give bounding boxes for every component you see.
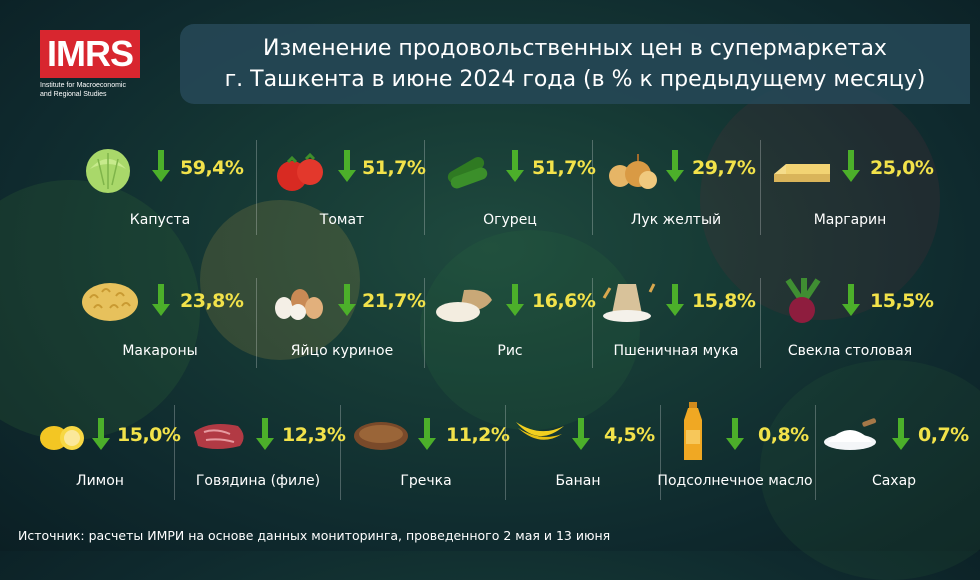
column-divider (424, 278, 425, 368)
product-name: Подсолнечное масло (657, 473, 813, 489)
down-arrow-icon (726, 418, 744, 450)
down-arrow-icon (506, 284, 524, 316)
price-change: 4,5% (604, 424, 655, 446)
title-line-2: г. Ташкента в июне 2024 года (в % к пред… (224, 67, 926, 92)
price-change: 23,8% (180, 290, 244, 312)
product-name: Лимон (76, 473, 124, 489)
product-name: Рис (497, 343, 523, 359)
title-line-1: Изменение продовольственных цен в суперм… (263, 36, 887, 61)
down-arrow-icon (418, 418, 436, 450)
banana-icon (516, 422, 564, 440)
column-divider (424, 140, 425, 235)
down-arrow-icon (338, 284, 356, 316)
column-divider (815, 405, 816, 500)
column-divider (174, 405, 175, 500)
column-divider (505, 405, 506, 500)
imrs-logo: IMRS Institute for Macroeconomic and Reg… (40, 30, 140, 99)
background-decoration (420, 230, 640, 430)
price-change: 15,0% (117, 424, 181, 446)
price-change: 51,7% (532, 157, 596, 179)
logo-subtitle: Institute for Macroeconomic and Regional… (40, 82, 126, 98)
product-name: Говядина (филе) (195, 473, 321, 489)
tomato-icon (277, 152, 323, 191)
rice-icon (436, 289, 492, 322)
price-change: 12,3% (282, 424, 346, 446)
beef-icon (194, 424, 244, 449)
column-divider (760, 278, 761, 368)
background-decoration (760, 360, 980, 580)
cucumber-icon (447, 157, 488, 189)
down-arrow-icon (256, 418, 274, 450)
product-name: Огурец (483, 212, 537, 228)
down-arrow-icon (338, 150, 356, 182)
column-divider (256, 278, 257, 368)
price-change: 11,2% (446, 424, 510, 446)
price-change: 29,7% (692, 157, 756, 179)
down-arrow-icon (506, 150, 524, 182)
price-change: 51,7% (362, 157, 426, 179)
buckwheat-icon (354, 422, 408, 450)
oil-bottle-icon (684, 402, 702, 460)
down-arrow-icon (152, 284, 170, 316)
product-name: Капуста (129, 212, 191, 228)
column-divider (760, 140, 761, 235)
column-divider (660, 405, 661, 500)
down-arrow-icon (666, 150, 684, 182)
price-change: 21,7% (362, 290, 426, 312)
down-arrow-icon (92, 418, 110, 450)
product-name: Макароны (122, 343, 198, 359)
sugar-icon (824, 418, 877, 450)
product-name: Томат (319, 212, 365, 228)
pasta-icon (82, 283, 138, 321)
down-arrow-icon (842, 150, 860, 182)
flour-icon (602, 283, 656, 322)
product-name: Лук желтый (630, 212, 722, 228)
logo-mark: IMRS (40, 30, 140, 78)
product-name: Яйцо куриное (290, 343, 394, 359)
product-name: Свекла столовая (787, 343, 913, 359)
product-name: Сахар (871, 473, 917, 489)
product-name: Гречка (400, 473, 452, 489)
column-divider (256, 140, 257, 235)
beet-icon (785, 278, 821, 323)
price-change: 25,0% (870, 157, 934, 179)
price-change: 59,4% (180, 157, 244, 179)
column-divider (592, 278, 593, 368)
product-name: Маргарин (813, 212, 887, 228)
price-change: 16,6% (532, 290, 596, 312)
lemon-icon (40, 426, 84, 450)
down-arrow-icon (666, 284, 684, 316)
down-arrow-icon (572, 418, 590, 450)
down-arrow-icon (842, 284, 860, 316)
column-divider (340, 405, 341, 500)
title-banner: Изменение продовольственных цен в суперм… (180, 24, 970, 104)
eggs-icon (275, 289, 323, 320)
down-arrow-icon (892, 418, 910, 450)
price-change: 15,5% (870, 290, 934, 312)
down-arrow-icon (152, 150, 170, 182)
source-note: Источник: расчеты ИМРИ на основе данных … (18, 528, 611, 543)
price-change: 15,8% (692, 290, 756, 312)
product-name: Банан (555, 473, 601, 489)
cabbage-icon (86, 149, 130, 193)
margarine-icon (774, 164, 830, 182)
product-name: Пшеничная мука (613, 343, 739, 359)
column-divider (592, 140, 593, 235)
price-change: 0,7% (918, 424, 969, 446)
onion-icon (609, 154, 657, 189)
price-change: 0,8% (758, 424, 809, 446)
